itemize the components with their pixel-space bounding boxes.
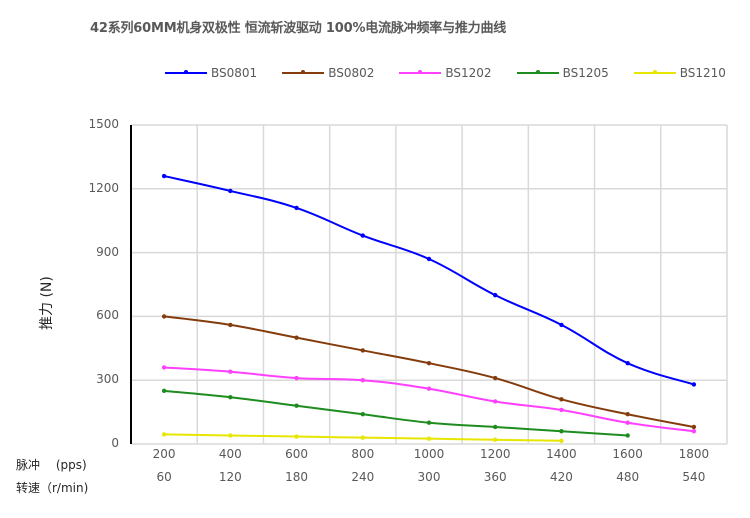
x-tick-label: 800: [351, 447, 375, 461]
data-point: [161, 173, 167, 179]
data-point: [625, 420, 630, 425]
y-tick-label: 300: [96, 372, 119, 387]
data-point: [625, 412, 630, 417]
legend-line-icon: [633, 70, 676, 74]
data-point: [161, 365, 167, 370]
data-point: [691, 429, 697, 434]
y-tick-label: 900: [96, 244, 119, 259]
legend-item-bs1205: BS1205: [516, 66, 609, 80]
y-tick-label: 0: [111, 436, 119, 450]
x-tick-label: 600: [285, 447, 308, 461]
data-point: [228, 322, 233, 328]
series-line-bs0802: [163, 315, 695, 428]
data-point: [426, 436, 432, 441]
data-point: [625, 433, 630, 438]
data-point: [360, 233, 365, 238]
x-tick-label: 1800: [678, 447, 710, 461]
rpm-row-label: 转速（r/min): [16, 481, 89, 495]
data-point: [559, 429, 564, 434]
data-point: [161, 314, 167, 319]
x-tick-label: 540: [682, 470, 706, 484]
x-tick-label: 60: [156, 470, 172, 484]
series-line-bs1205: [164, 389, 628, 437]
data-point: [493, 292, 498, 298]
y-tick-label: 1500: [88, 117, 119, 131]
data-point: [625, 360, 630, 366]
data-point: [360, 412, 365, 417]
x-tick-label: 200: [152, 447, 176, 461]
legend-item-bs0801: BS0801: [165, 66, 257, 80]
x-tick-label: 400: [218, 447, 242, 461]
data-point: [294, 335, 299, 340]
data-point: [426, 360, 432, 366]
x-tick-label: 420: [549, 470, 573, 484]
data-point: [228, 188, 233, 194]
x-tick-label: 1200: [479, 447, 511, 461]
legend-label: BS0801: [211, 66, 258, 80]
x-tick-label: 120: [218, 470, 242, 484]
data-point: [493, 424, 498, 430]
x-tick-label: 360: [483, 470, 507, 484]
x-tick-label: 1400: [546, 447, 577, 461]
data-point: [294, 434, 299, 439]
data-point: [691, 424, 697, 430]
series-line-bs0801: [163, 175, 695, 386]
legend-label: BS0802: [328, 66, 375, 80]
data-point: [294, 375, 299, 381]
data-point: [360, 435, 365, 440]
data-point: [161, 388, 167, 394]
data-point: [426, 420, 432, 425]
data-point: [493, 437, 498, 442]
data-point: [360, 378, 365, 383]
legend-label: BS1205: [562, 66, 609, 80]
legend-item-bs1202: BS1202: [399, 66, 492, 80]
x-tick-label: 300: [417, 470, 441, 484]
pps-row-label: 脉冲 (pps): [16, 458, 87, 472]
data-point: [360, 348, 365, 353]
data-point: [559, 322, 564, 328]
legend-line-icon: [282, 70, 325, 74]
data-point: [426, 386, 432, 391]
x-tick-label: 180: [285, 470, 308, 484]
legend-line-icon: [399, 70, 442, 74]
data-point: [493, 375, 498, 381]
data-point: [493, 399, 498, 404]
legend-line-icon: [165, 70, 207, 74]
data-point: [228, 395, 233, 400]
data-point: [161, 432, 167, 437]
legend-item-bs1210: BS1210: [633, 66, 726, 80]
legend-label: BS1202: [445, 66, 492, 80]
data-point: [294, 403, 299, 408]
data-point: [559, 397, 564, 402]
y-tick-label: 1200: [88, 180, 119, 195]
data-point: [228, 433, 233, 438]
legend-item-bs0802: BS0802: [282, 66, 374, 80]
data-point: [294, 205, 299, 211]
chart-title: 42系列60MM机身双极性 恒流斩波驱动 100%电流脉冲频率与推力曲线: [90, 21, 507, 36]
x-tick-label: 240: [351, 470, 375, 484]
legend-label: BS1210: [679, 66, 726, 80]
x-tick-label: 480: [616, 470, 640, 484]
data-point: [228, 369, 233, 374]
legend-line-icon: [516, 70, 559, 74]
data-point: [559, 407, 564, 413]
x-tick-label: 1600: [612, 447, 643, 461]
chart-legend: BS0801 BS0802 BS1202 BS1205 BS1210: [165, 66, 750, 80]
x-tick-label: 1000: [413, 447, 445, 461]
data-point: [691, 382, 697, 387]
data-point: [559, 438, 564, 444]
data-point: [426, 256, 432, 262]
y-tick-label: 600: [96, 308, 119, 323]
